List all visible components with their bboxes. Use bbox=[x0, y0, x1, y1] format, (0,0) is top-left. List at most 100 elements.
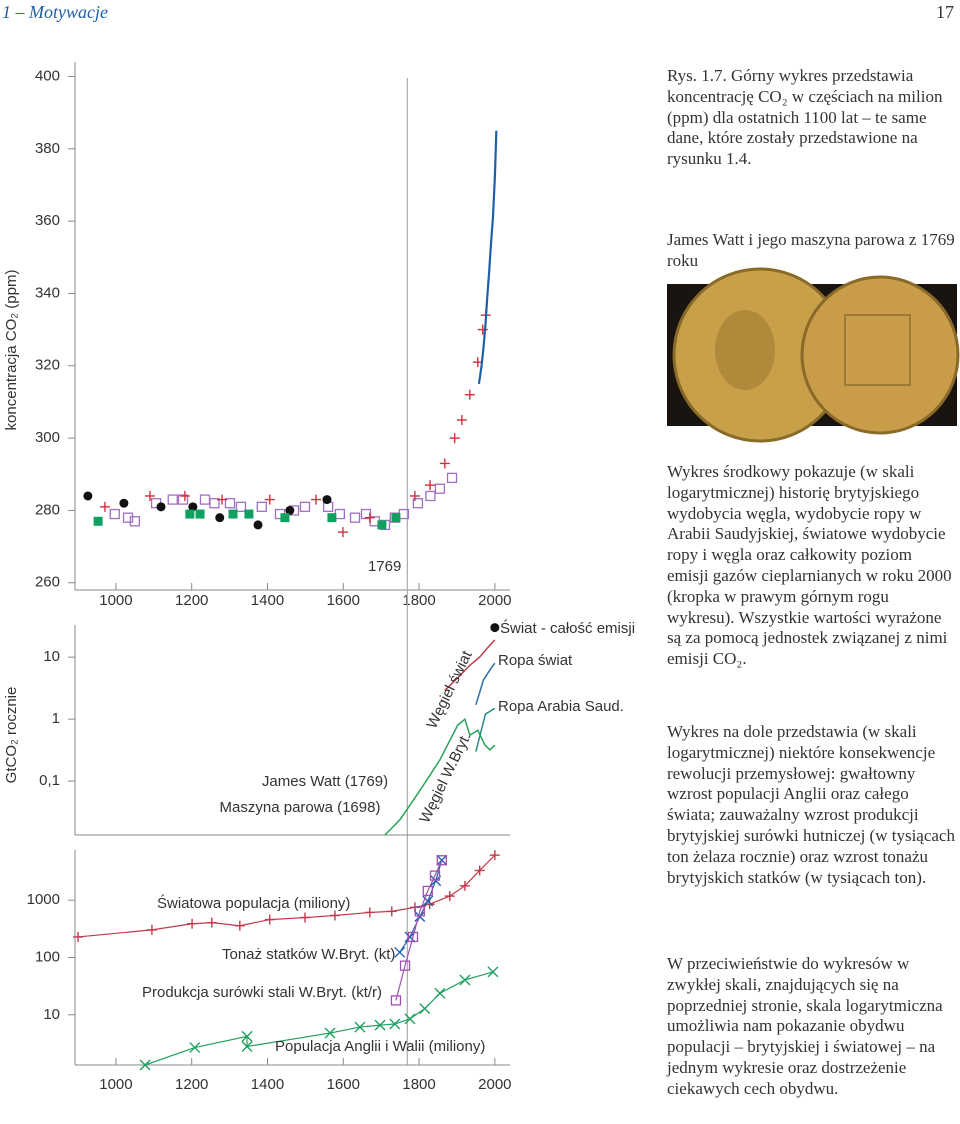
point bbox=[224, 498, 236, 509]
y-tick-label: 400 bbox=[35, 67, 60, 84]
point bbox=[456, 415, 467, 426]
series-label: Światowa populacja (miliony) bbox=[157, 894, 350, 912]
point-stroke bbox=[374, 1019, 386, 1031]
y-tick-label: 320 bbox=[35, 357, 60, 374]
point bbox=[389, 1018, 401, 1030]
point bbox=[474, 865, 485, 876]
x-tick-label: 1600 bbox=[327, 592, 360, 609]
point bbox=[444, 891, 455, 902]
point bbox=[414, 906, 425, 917]
x-tick-label: 2000 bbox=[478, 592, 511, 609]
x-tick-label: 1200 bbox=[175, 1076, 208, 1093]
point-stroke bbox=[389, 1018, 401, 1030]
point bbox=[386, 906, 397, 917]
page-number: 17 bbox=[936, 2, 954, 22]
x-tick-label: 1600 bbox=[327, 1076, 360, 1093]
x-tick-label: 1400 bbox=[251, 1076, 284, 1093]
point bbox=[329, 910, 340, 921]
y-tick-label: 360 bbox=[35, 212, 60, 229]
point bbox=[146, 924, 157, 935]
point bbox=[487, 966, 499, 978]
point bbox=[459, 880, 470, 891]
y-tick-label: 300 bbox=[35, 429, 60, 446]
series-label: Świat - całość emisji bbox=[500, 619, 635, 637]
point-stroke bbox=[241, 1030, 253, 1042]
x-tick-label: 1200 bbox=[175, 592, 208, 609]
point bbox=[349, 512, 361, 523]
line bbox=[384, 717, 496, 836]
point bbox=[244, 509, 254, 519]
point bbox=[234, 920, 245, 931]
point bbox=[360, 508, 372, 520]
x-tick-label: 1000 bbox=[99, 592, 132, 609]
y-tick-label: 280 bbox=[35, 501, 60, 518]
point bbox=[73, 931, 84, 942]
point bbox=[253, 520, 263, 530]
point bbox=[489, 850, 500, 861]
point-stroke bbox=[422, 895, 434, 907]
point-stroke bbox=[459, 974, 471, 986]
y-tick-label: 100 bbox=[35, 948, 60, 965]
point bbox=[394, 946, 406, 958]
point bbox=[374, 1019, 386, 1031]
point bbox=[228, 509, 238, 519]
point bbox=[256, 501, 267, 512]
line bbox=[477, 130, 498, 385]
medal-engine bbox=[844, 314, 911, 386]
point bbox=[217, 494, 228, 505]
series-label: Produkcja surówki stali W.Bryt. (kt/r) bbox=[142, 984, 382, 1001]
point bbox=[364, 907, 375, 918]
y-axis-title: koncentracja CO₂ (ppm) bbox=[3, 270, 20, 431]
point-stroke bbox=[241, 1040, 253, 1052]
paragraph: Wykres środkowy pokazuje (w skali logary… bbox=[667, 462, 952, 669]
point bbox=[215, 513, 225, 523]
point bbox=[264, 914, 275, 925]
point bbox=[490, 623, 500, 633]
point-stroke bbox=[139, 1059, 151, 1071]
point-stroke bbox=[419, 1003, 431, 1015]
point bbox=[390, 995, 402, 1006]
point bbox=[280, 513, 290, 523]
series-label: Tonaż statków W.Bryt. (kt) bbox=[222, 946, 395, 963]
point bbox=[422, 895, 434, 907]
connector bbox=[395, 860, 443, 1001]
paragraph: Wykres na dole przedstawia (w skali loga… bbox=[667, 722, 955, 887]
series-label: Ropa Arabia Saud. bbox=[498, 698, 624, 715]
point-stroke bbox=[394, 946, 406, 958]
point bbox=[187, 918, 198, 929]
point bbox=[354, 1021, 366, 1033]
point bbox=[337, 527, 348, 538]
point bbox=[391, 513, 401, 523]
point bbox=[377, 520, 387, 530]
point bbox=[119, 498, 129, 508]
point-stroke bbox=[487, 966, 499, 978]
point bbox=[139, 1059, 151, 1071]
point bbox=[83, 491, 93, 501]
x-tick-label: 1400 bbox=[251, 592, 284, 609]
point bbox=[179, 490, 190, 501]
point bbox=[235, 501, 247, 512]
y-tick-label: 340 bbox=[35, 284, 60, 301]
point-stroke bbox=[354, 1021, 366, 1033]
x-tick-label: 1800 bbox=[402, 592, 435, 609]
medal-portrait bbox=[715, 310, 775, 390]
point bbox=[188, 502, 198, 512]
point bbox=[449, 433, 460, 444]
point bbox=[436, 855, 447, 866]
point bbox=[446, 472, 458, 484]
point bbox=[419, 1003, 431, 1015]
paragraph: W przeciwieństwie do wykresów w zwykłej … bbox=[667, 954, 943, 1098]
point bbox=[429, 870, 441, 881]
point bbox=[109, 508, 120, 520]
y-axis-title: GtCO₂ rocznie bbox=[3, 687, 20, 784]
point bbox=[189, 1042, 201, 1054]
y-tick-label: 0,1 bbox=[39, 772, 60, 789]
point bbox=[459, 974, 471, 986]
point bbox=[241, 1030, 253, 1042]
point bbox=[206, 917, 217, 928]
annotation: Maszyna parowa (1698) bbox=[220, 799, 381, 816]
connector bbox=[77, 854, 496, 938]
point bbox=[299, 501, 311, 512]
reference-label: 1769 bbox=[368, 558, 401, 575]
